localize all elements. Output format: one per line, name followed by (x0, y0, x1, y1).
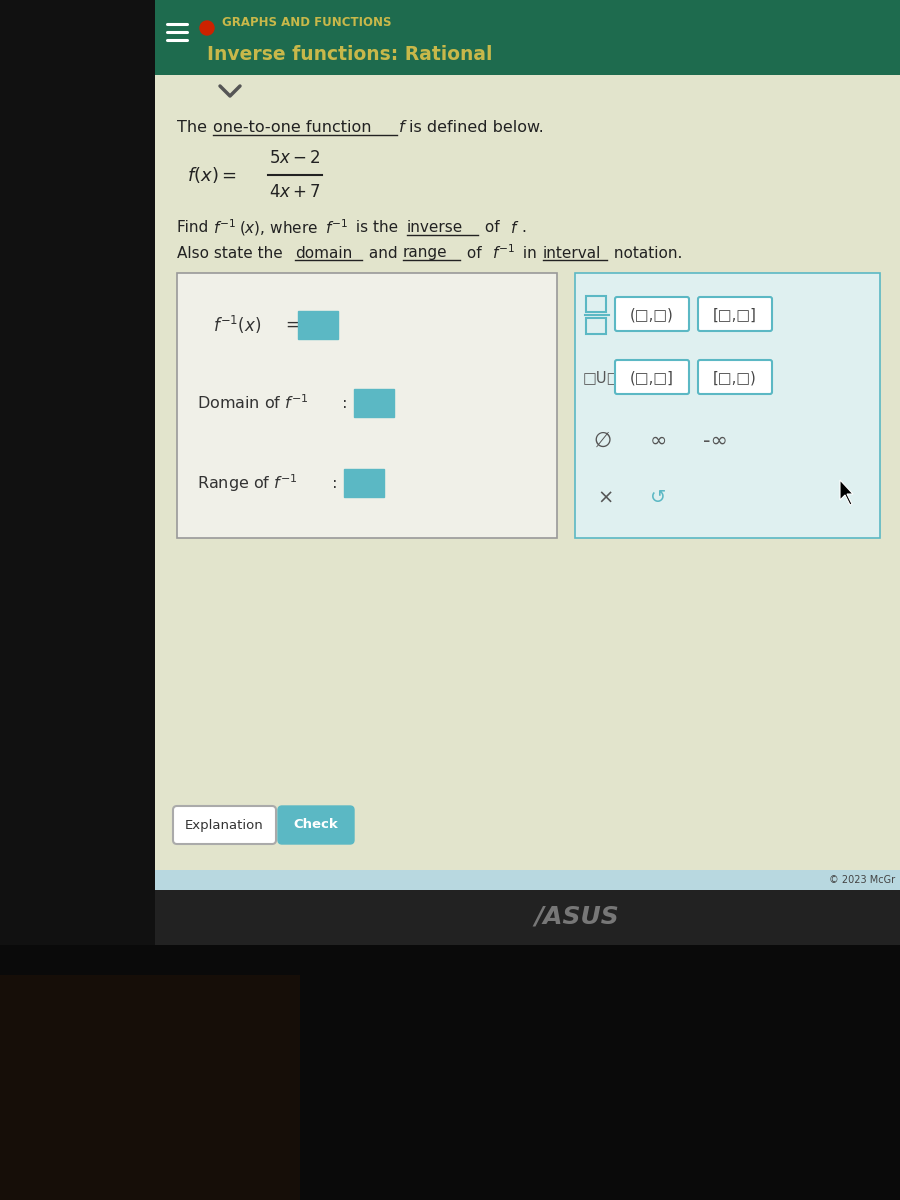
Text: ↺: ↺ (650, 488, 666, 508)
Text: notation.: notation. (609, 246, 682, 260)
FancyBboxPatch shape (0, 0, 155, 1200)
FancyBboxPatch shape (155, 0, 900, 870)
FancyBboxPatch shape (155, 74, 900, 870)
Text: Check: Check (293, 818, 338, 832)
Text: $f^{-1}$: $f^{-1}$ (325, 218, 348, 238)
Polygon shape (840, 480, 853, 505)
FancyBboxPatch shape (575, 272, 880, 538)
Text: f: f (399, 120, 405, 134)
Text: □U□: □U□ (583, 371, 621, 385)
Text: :: : (337, 396, 353, 410)
FancyBboxPatch shape (278, 806, 354, 844)
Text: $f(x)=$: $f(x)=$ (187, 164, 237, 185)
Text: Find: Find (177, 221, 213, 235)
FancyBboxPatch shape (173, 806, 276, 844)
Text: Range of $f^{-1}$: Range of $f^{-1}$ (197, 472, 298, 494)
FancyBboxPatch shape (155, 890, 900, 946)
Text: ∞: ∞ (650, 431, 668, 451)
Text: =: = (285, 316, 299, 334)
FancyBboxPatch shape (698, 296, 772, 331)
Text: :: : (327, 475, 343, 491)
FancyBboxPatch shape (177, 272, 557, 538)
Text: Explanation: Explanation (184, 818, 264, 832)
FancyBboxPatch shape (344, 469, 384, 497)
FancyBboxPatch shape (298, 311, 338, 338)
Text: $f$: $f$ (510, 220, 519, 236)
Text: -∞: -∞ (703, 431, 728, 451)
Text: of: of (462, 246, 487, 260)
Text: of: of (480, 221, 505, 235)
Text: inverse: inverse (407, 221, 464, 235)
FancyBboxPatch shape (615, 360, 689, 394)
Text: is the: is the (351, 221, 403, 235)
Text: [□,□]: [□,□] (713, 307, 757, 323)
Text: (□,□): (□,□) (630, 307, 674, 323)
Text: $f^{-1}$: $f^{-1}$ (492, 244, 515, 263)
FancyBboxPatch shape (0, 946, 900, 1200)
Text: $(x)$, where: $(x)$, where (239, 218, 319, 236)
Text: $4x+7$: $4x+7$ (269, 182, 321, 200)
Text: $f^{-1}(x)$: $f^{-1}(x)$ (213, 314, 261, 336)
Text: Also state the: Also state the (177, 246, 288, 260)
Text: $5x-2$: $5x-2$ (269, 149, 321, 167)
Text: interval: interval (543, 246, 601, 260)
Text: .: . (521, 221, 526, 235)
FancyBboxPatch shape (0, 974, 300, 1200)
Circle shape (200, 20, 214, 35)
FancyBboxPatch shape (155, 0, 900, 74)
Text: /ASUS: /ASUS (535, 905, 619, 929)
Text: domain: domain (295, 246, 352, 260)
Text: GRAPHS AND FUNCTIONS: GRAPHS AND FUNCTIONS (222, 16, 392, 29)
Text: in: in (518, 246, 542, 260)
Text: Domain of $f^{-1}$: Domain of $f^{-1}$ (197, 394, 309, 413)
Text: and: and (364, 246, 402, 260)
Text: The: The (177, 120, 212, 134)
FancyBboxPatch shape (155, 870, 900, 890)
FancyBboxPatch shape (698, 360, 772, 394)
FancyBboxPatch shape (615, 296, 689, 331)
Text: range: range (403, 246, 447, 260)
Text: is defined below.: is defined below. (409, 120, 544, 134)
Text: one-to-one function: one-to-one function (213, 120, 372, 134)
Text: [□,□): [□,□) (713, 371, 757, 385)
Text: ∅: ∅ (593, 431, 611, 451)
Text: Inverse functions: Rational: Inverse functions: Rational (207, 46, 492, 65)
Text: © 2023 McGr: © 2023 McGr (829, 875, 895, 886)
Text: $f^{-1}$: $f^{-1}$ (213, 218, 236, 238)
Text: ×: × (597, 488, 614, 508)
FancyBboxPatch shape (354, 389, 394, 416)
Text: (□,□]: (□,□] (630, 371, 674, 385)
